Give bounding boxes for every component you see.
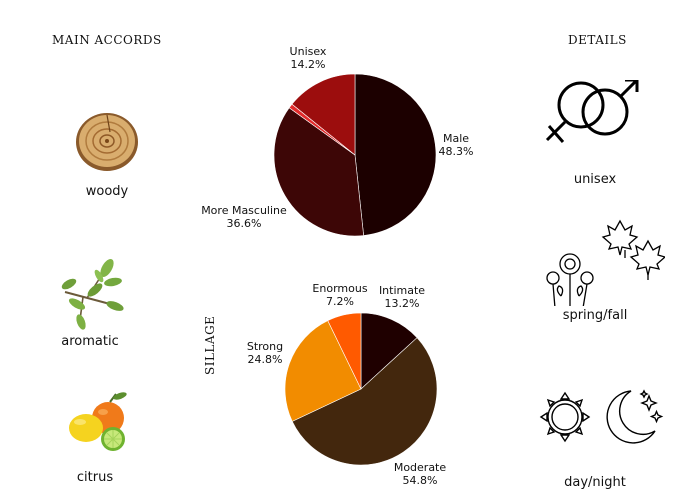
- detail-label: day/night: [564, 475, 626, 490]
- gender-pie-chart: [273, 73, 437, 237]
- citrus-fruit-icon: [69, 392, 127, 451]
- accord-label: woody: [85, 184, 129, 199]
- detail-gender: unisex: [525, 80, 665, 187]
- wood-slice-icon: [76, 113, 138, 171]
- pie-label-strong: Strong 24.8%: [242, 340, 288, 366]
- pie-label-moderate: Moderate 54.8%: [392, 461, 448, 487]
- slice-value: 24.8%: [247, 353, 283, 366]
- pie-slice-male: [354, 73, 437, 236]
- slice-value: 13.2%: [384, 297, 420, 310]
- detail-time-of-day: day/night: [525, 383, 665, 490]
- slice-value: 7.2%: [326, 295, 354, 308]
- pie-slice-unisex: [291, 73, 356, 156]
- accord-label: aromatic: [61, 334, 119, 349]
- herb-sprig-icon: [61, 258, 124, 330]
- slice-name: Moderate: [393, 461, 447, 474]
- pie-slice-strong: [284, 320, 362, 422]
- slice-value: 54.8%: [402, 474, 438, 487]
- main-accords-heading: MAIN ACCORDS: [52, 33, 162, 47]
- gender-symbols-icon: [545, 80, 639, 143]
- slice-name: Strong: [246, 340, 284, 353]
- accord-label: citrus: [76, 470, 114, 485]
- sillage-pie-chart: [284, 312, 438, 466]
- pie-label-enormous: Enormous 7.2%: [310, 282, 370, 308]
- slice-name: Unisex: [289, 45, 327, 58]
- pie-label-unisex: Unisex 14.2%: [278, 45, 338, 71]
- slice-value: 14.2%: [290, 58, 326, 71]
- pie-label-intimate: Intimate 13.2%: [375, 284, 429, 310]
- detail-season: spring/fall: [525, 216, 665, 323]
- slice-value: 36.6%: [226, 217, 262, 230]
- slice-name: More Masculine: [201, 204, 287, 217]
- slice-name: Male: [442, 132, 470, 145]
- sun-and-moon-icon: [539, 389, 664, 444]
- pie-slice-intimate: [360, 312, 418, 390]
- pie-label-male: Male 48.3%: [432, 132, 480, 158]
- detail-label: spring/fall: [562, 308, 628, 323]
- slice-value: 48.3%: [438, 145, 474, 158]
- sillage-chart-title: SILLAGE: [203, 315, 217, 375]
- slice-name: Enormous: [312, 282, 368, 295]
- pie-slice-enormous: [327, 312, 362, 390]
- pie-label-more-masculine: More Masculine 36.6%: [196, 204, 292, 230]
- details-heading: DETAILS: [568, 33, 627, 47]
- pie-slice-more-masculine: [273, 107, 364, 237]
- accord-citrus: citrus: [40, 388, 150, 485]
- pie-slice-moderate: [291, 337, 438, 466]
- detail-label: unisex: [573, 172, 617, 187]
- slice-name: Intimate: [378, 284, 426, 297]
- accord-aromatic: aromatic: [35, 252, 145, 349]
- flowers-and-leaves-icon: [546, 219, 665, 306]
- accord-woody: woody: [52, 102, 162, 199]
